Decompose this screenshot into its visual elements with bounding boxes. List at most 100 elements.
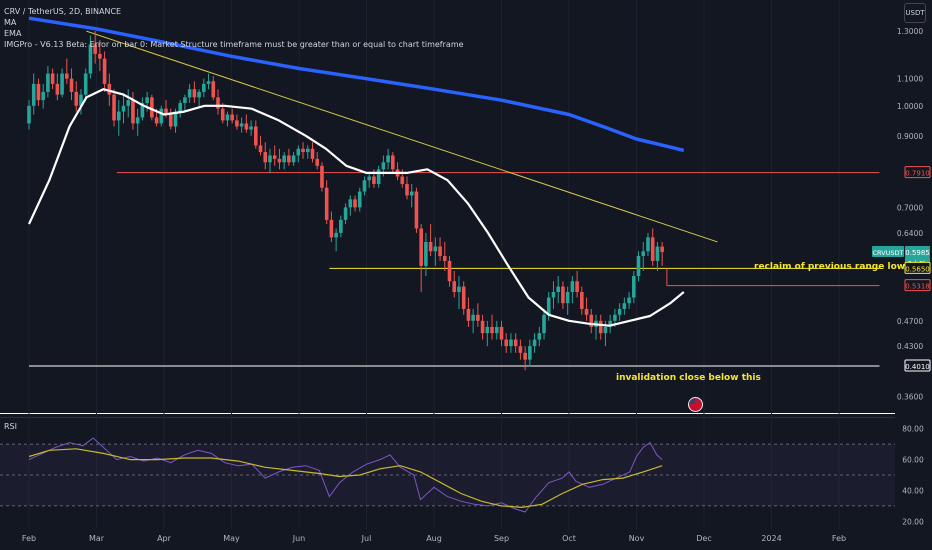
candle-body: [272, 155, 277, 159]
candle-body: [641, 251, 646, 257]
candle-body: [102, 58, 107, 84]
candle-body: [494, 326, 499, 334]
candle-body: [452, 281, 457, 293]
candle-body: [315, 158, 320, 166]
candle-body: [235, 120, 239, 127]
candle-body: [443, 256, 447, 261]
candle-body: [159, 108, 164, 124]
candle-body: [291, 155, 296, 163]
candle-body: [65, 73, 69, 79]
candle-body: [438, 246, 442, 257]
grid-lines: [0, 0, 895, 529]
candle-body: [211, 81, 216, 98]
currency-unit-button[interactable]: USDT: [904, 3, 926, 23]
candle-body: [145, 97, 149, 103]
price-tag-text: 0.7910: [905, 170, 930, 178]
rsi-indicator-label[interactable]: RSI: [4, 422, 17, 431]
candle-body: [140, 102, 145, 118]
candle-body: [419, 228, 423, 266]
ema-indicator-label[interactable]: EMA: [4, 29, 22, 38]
candle-body: [329, 219, 334, 238]
candle-body: [480, 320, 485, 334]
candle-body: [513, 339, 518, 347]
candle-body: [414, 191, 419, 229]
candle-body: [154, 117, 159, 124]
candle-body: [41, 91, 45, 101]
price-tag: [904, 359, 931, 372]
ema-line: [28, 88, 685, 327]
ma-indicator-label[interactable]: MA: [4, 18, 17, 27]
candle-body: [518, 346, 523, 353]
candle-body: [499, 326, 504, 340]
candle-body: [135, 117, 140, 124]
rsi-line: [28, 437, 663, 513]
price-tag: [904, 166, 931, 179]
candle-body: [433, 246, 438, 252]
candle-body: [287, 155, 291, 163]
candle-body: [584, 308, 589, 315]
x-tick-label: Apr: [157, 534, 172, 543]
candle-body: [131, 100, 135, 124]
candle-body: [428, 241, 433, 252]
candle-body: [376, 169, 381, 184]
y-tick-label: 0.9000: [897, 132, 923, 141]
time-axis[interactable]: Feb Mar Apr May Jun Jul Aug Sep Oct Nov Dec 2024 Feb: [22, 534, 846, 543]
imgpro-indicator-label[interactable]: IMGPro - V6.13 Beta: Error on bar 0: Mar…: [4, 40, 464, 49]
candle-body: [296, 148, 301, 156]
symbol-price-tag: [872, 245, 904, 257]
candle-body: [485, 326, 490, 334]
candle-body: [490, 326, 494, 334]
candle-body: [36, 83, 41, 101]
candle-body: [258, 145, 263, 153]
ma-line: [28, 16, 685, 153]
candle-body: [126, 100, 131, 106]
candle-body: [362, 180, 367, 192]
x-tick-label: Jun: [292, 534, 306, 543]
candle-body: [121, 105, 126, 112]
candle-body: [353, 199, 357, 208]
x-tick-label: Feb: [22, 534, 36, 543]
candle-body: [575, 281, 579, 293]
candle-body: [88, 44, 93, 74]
price-axis[interactable]: 1.3000 1.1000 1.0000 0.9000 0.7000 0.6400 0.47…: [872, 27, 931, 402]
x-tick-label: Oct: [562, 534, 576, 543]
candle-body: [173, 111, 178, 127]
candle-body: [93, 44, 97, 54]
candle-body: [504, 339, 509, 347]
candle-body: [168, 114, 173, 127]
horizontal-levels: [29, 30, 880, 367]
candle-body: [532, 339, 537, 347]
candlestick-series: [27, 31, 664, 371]
rsi-tick-label: 60.00: [902, 456, 924, 465]
symbol-title[interactable]: CRV / TetherUS, 2D, BINANCE: [4, 7, 122, 16]
y-tick-label: 0.7000: [897, 203, 923, 212]
candle-body: [622, 303, 627, 309]
y-tick-label: 1.0000: [897, 102, 923, 111]
candle-body: [556, 286, 560, 293]
candle-body: [268, 155, 272, 163]
rsi-panel: 80.00 60.00 40.00 20.00: [0, 425, 924, 526]
candle-body: [608, 320, 612, 327]
us-flag-icon[interactable]: [688, 397, 703, 412]
annotation-reclaim: reclaim of previous range low: [754, 262, 906, 272]
candle-body: [589, 314, 594, 327]
candle-body: [627, 297, 631, 304]
x-tick-label: Mar: [89, 534, 105, 543]
candle-body: [197, 91, 201, 98]
candle-body: [528, 346, 532, 360]
candle-body: [50, 73, 55, 84]
candle-body: [471, 314, 475, 321]
rsi-ma-line: [28, 448, 663, 509]
candle-body: [202, 83, 206, 92]
candle-body: [244, 123, 249, 130]
candle-body: [391, 155, 395, 170]
candle-body: [27, 105, 31, 124]
candle-body: [646, 237, 650, 252]
candle-body: [46, 73, 50, 92]
candle-body: [83, 73, 88, 95]
candle-body: [282, 155, 286, 163]
candle-body: [263, 152, 268, 163]
candle-body: [343, 207, 348, 220]
candle-body: [561, 286, 565, 304]
